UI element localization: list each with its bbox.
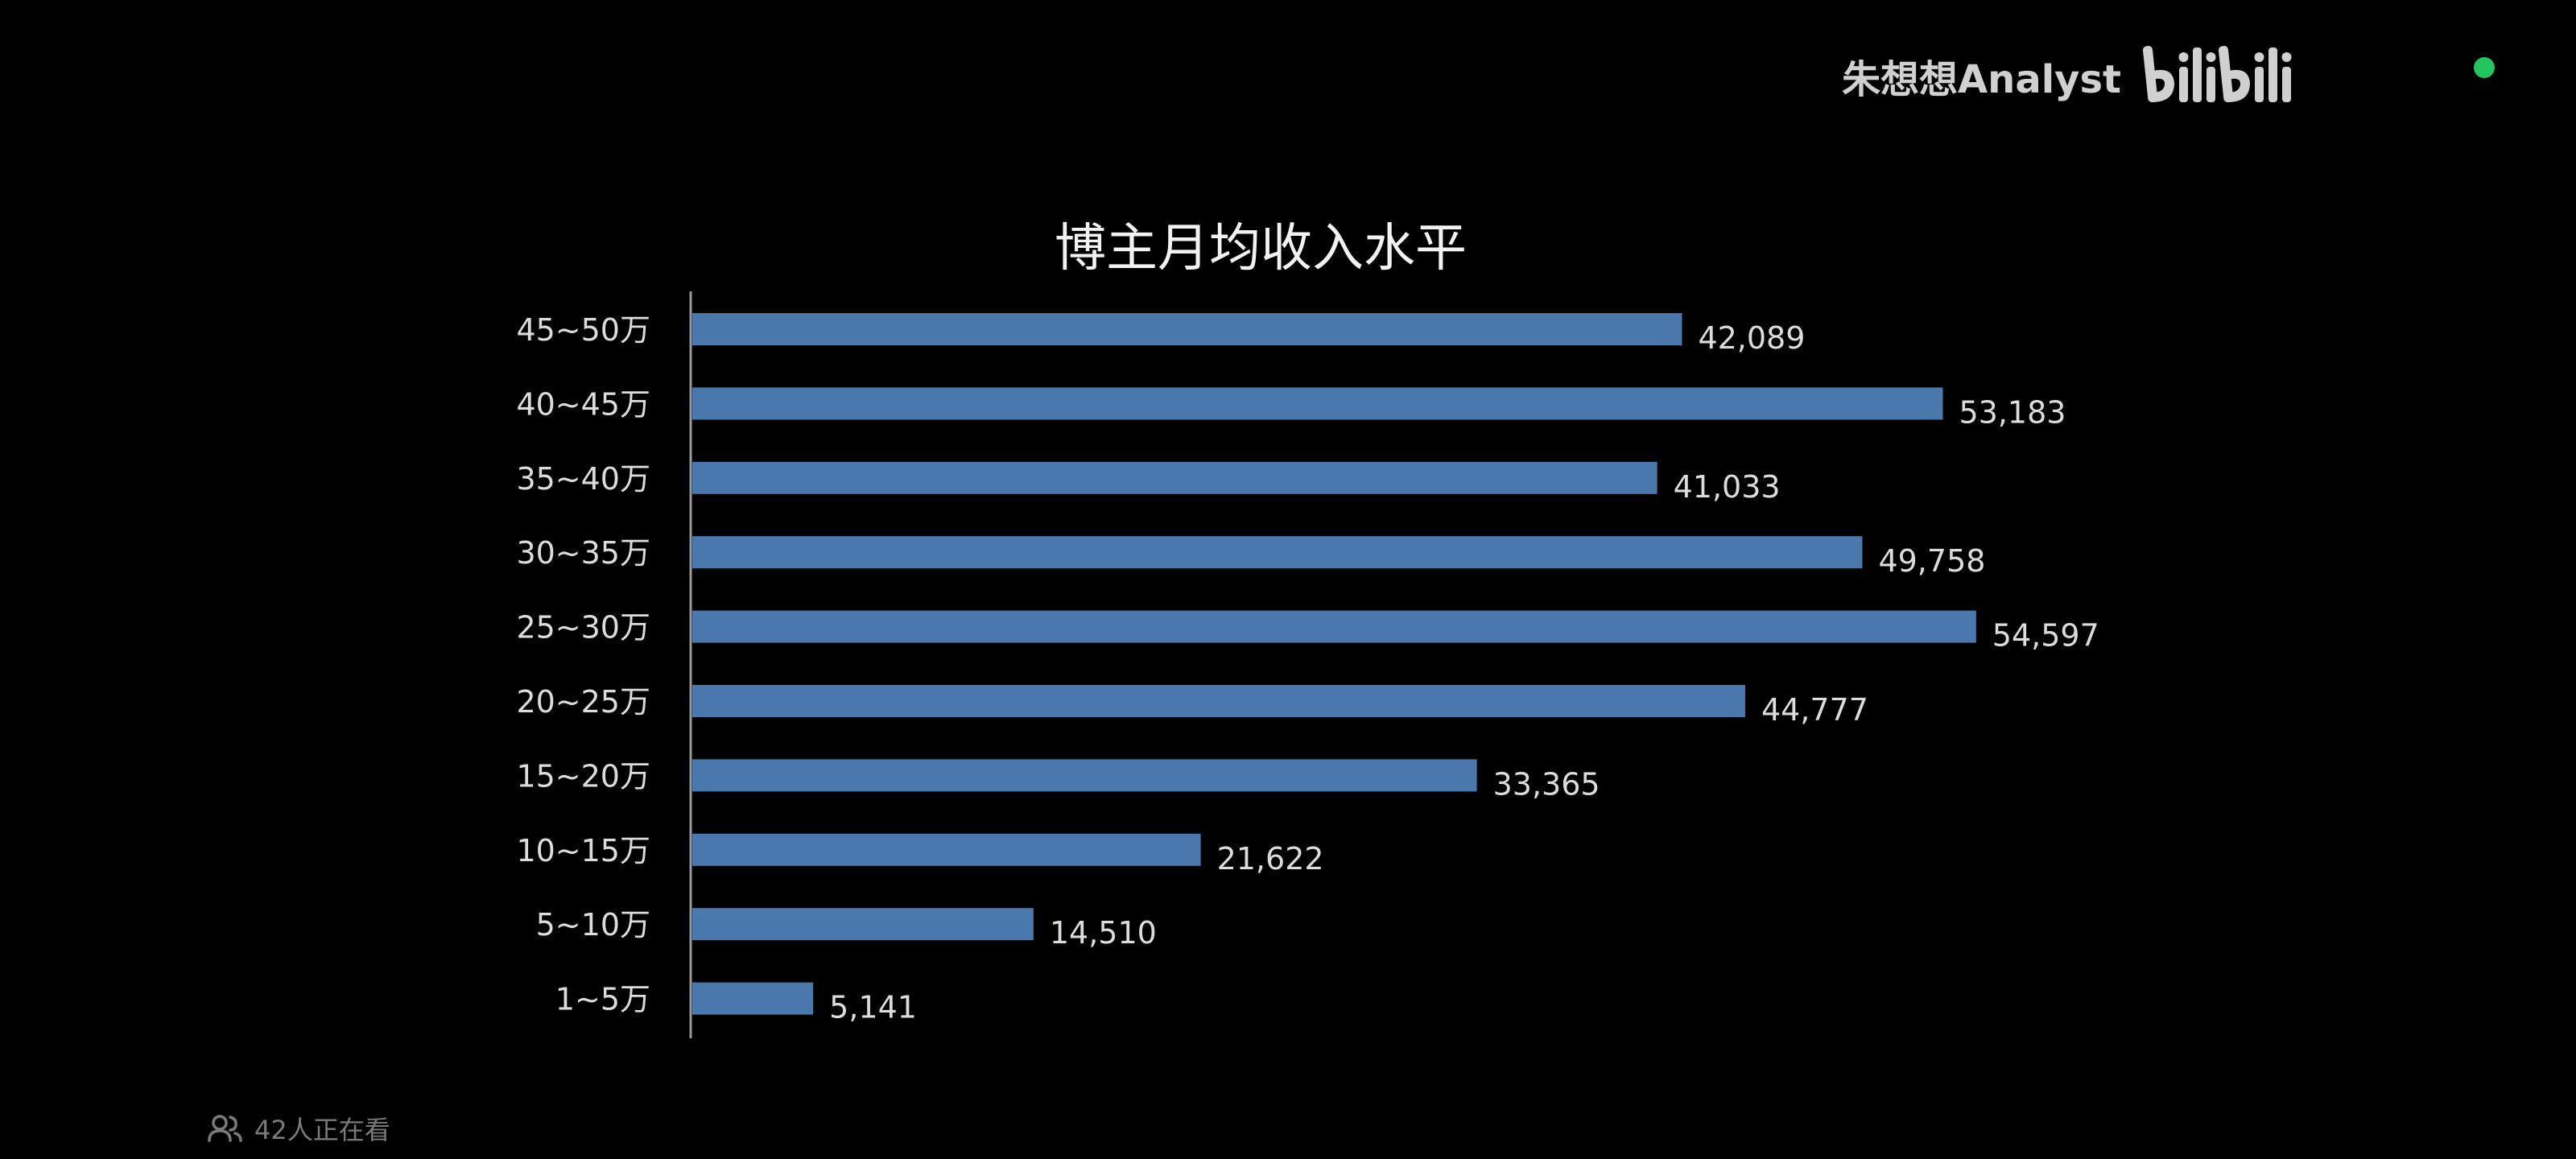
category-label-9: 1~5万 <box>555 982 650 1017</box>
category-label-0: 45~50万 <box>516 312 650 348</box>
data-label-8: 14,510 <box>1050 915 1157 951</box>
category-label-1: 40~45万 <box>516 386 650 422</box>
data-label-0: 42,089 <box>1698 320 1805 356</box>
category-label-3: 30~35万 <box>516 535 650 571</box>
data-label-7: 21,622 <box>1217 841 1324 876</box>
people-icon <box>208 1115 242 1142</box>
data-label-2: 41,033 <box>1674 469 1781 505</box>
viewer-count-label: 42人正在看 <box>254 1115 390 1145</box>
bar-5 <box>692 685 1745 717</box>
bar-group: 45~50万 42,089 40~45万 53,183 35~40万 41,033 30~3… <box>516 312 2099 1025</box>
category-label-4: 25~30万 <box>516 610 650 645</box>
chart-title: 博主月均收入水平 <box>1055 219 1467 278</box>
data-label-4: 54,597 <box>1992 618 2099 654</box>
category-label-5: 20~25万 <box>516 684 650 720</box>
bar-6 <box>692 759 1477 792</box>
bar-1 <box>692 387 1943 420</box>
data-label-3: 49,758 <box>1878 543 1985 579</box>
bar-0 <box>692 313 1682 345</box>
data-label-6: 33,365 <box>1493 766 1600 802</box>
category-label-2: 35~40万 <box>516 461 650 497</box>
category-label-8: 5~10万 <box>536 907 650 942</box>
bar-9 <box>692 982 814 1015</box>
bar-4 <box>692 610 1976 643</box>
data-label-9: 5,141 <box>829 990 917 1025</box>
viewer-count: 42人正在看 <box>208 1109 390 1148</box>
data-label-1: 53,183 <box>1959 394 2066 430</box>
channel-name: 朱想想Analyst <box>1842 57 2121 102</box>
data-label-5: 44,777 <box>1761 692 1868 728</box>
live-status-dot <box>2474 57 2495 78</box>
bar-7 <box>692 833 1201 866</box>
category-label-7: 10~15万 <box>516 833 650 868</box>
bar-8 <box>692 908 1034 941</box>
bar-3 <box>692 536 1863 569</box>
channel-watermark: 朱想想Analyst <box>1842 35 2295 116</box>
category-label-6: 15~20万 <box>516 758 650 794</box>
bar-2 <box>692 461 1657 494</box>
bilibili-logo-icon <box>2142 46 2292 102</box>
